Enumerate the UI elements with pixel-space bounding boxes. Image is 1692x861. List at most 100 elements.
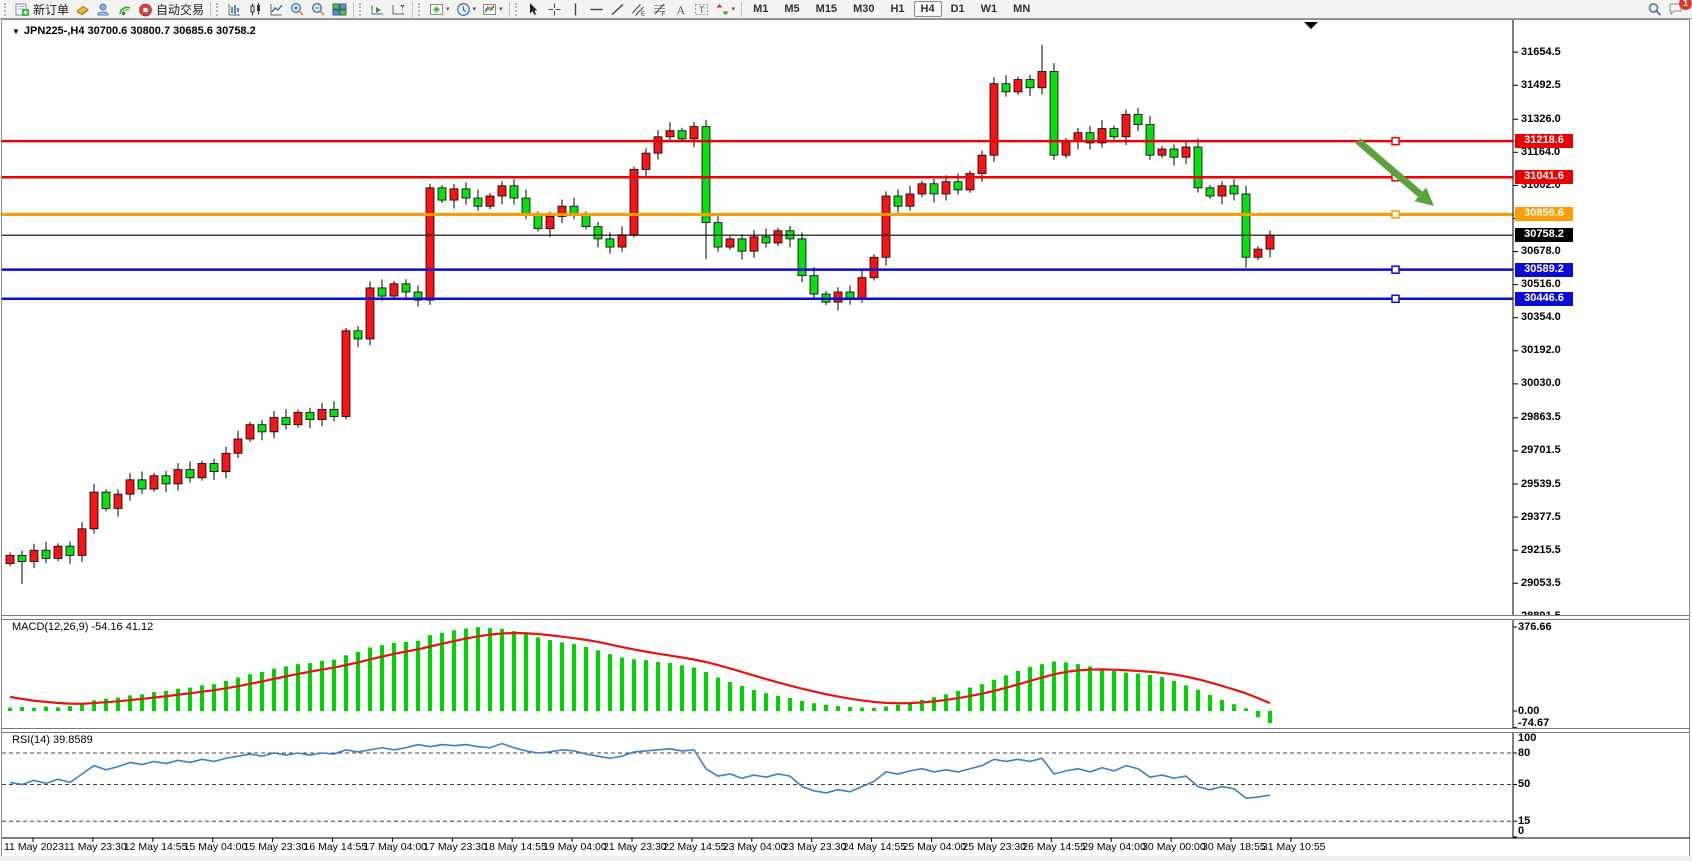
- fibonacci-icon: F: [652, 2, 667, 17]
- candle-bull: [545, 216, 555, 230]
- candles-icon: [248, 2, 263, 17]
- candle-bear: [17, 554, 27, 562]
- macd-bar: [944, 694, 948, 711]
- svg-text:A: A: [676, 3, 685, 17]
- macd-bar: [1268, 711, 1272, 724]
- time-axis-label: 21 May 23:30: [603, 841, 667, 853]
- new-order-button[interactable]: 新订单: [12, 0, 72, 19]
- community-icon: [96, 2, 111, 17]
- trendline-button[interactable]: [607, 0, 628, 19]
- chart-shift-button[interactable]: [388, 0, 409, 19]
- candle-bear: [1145, 124, 1155, 156]
- pane-separator-macd[interactable]: [2, 615, 1689, 620]
- zoom-in-button[interactable]: [287, 0, 308, 19]
- tile-windows-button[interactable]: [329, 0, 350, 19]
- timeframe-m15[interactable]: M15: [815, 3, 838, 15]
- fibonacci-button[interactable]: F: [649, 0, 670, 19]
- styler-button[interactable]: [72, 0, 93, 19]
- status-strip: [0, 856, 1692, 861]
- horizontal-line-button[interactable]: [586, 0, 607, 19]
- macd-bar: [1112, 670, 1116, 711]
- toolbar-grip: [4, 2, 10, 16]
- timeframe-h1[interactable]: H1: [890, 3, 905, 15]
- timeframe-w1[interactable]: W1: [980, 3, 998, 15]
- autotrade-button[interactable]: 自动交易: [135, 0, 207, 19]
- arrows-button[interactable]: ▾: [712, 0, 739, 19]
- timeframe-m30[interactable]: M30: [853, 3, 875, 15]
- timeframe-h4[interactable]: H4: [913, 1, 942, 17]
- macd-bar: [272, 668, 276, 711]
- candle-bull: [197, 463, 207, 479]
- candle-bear: [401, 283, 411, 293]
- chevron-down-icon[interactable]: ▾: [731, 6, 736, 13]
- time-axis-label: 25 May 23:30: [962, 841, 1027, 853]
- pane-separator-rsi[interactable]: [2, 728, 1689, 733]
- line-handle[interactable]: [1391, 136, 1400, 146]
- candle-bull: [497, 185, 507, 197]
- macd-bar: [968, 687, 972, 711]
- price-axis-label: 30678.0: [1521, 245, 1561, 258]
- text-label-button[interactable]: T: [691, 0, 712, 19]
- community-button[interactable]: [93, 0, 114, 19]
- trend-arrow-shaft[interactable]: [1355, 138, 1423, 197]
- price-axis-label: 31164.0: [1521, 145, 1561, 158]
- indicators-button[interactable]: ▾: [426, 0, 453, 19]
- line-handle[interactable]: [1391, 265, 1400, 274]
- candles-button[interactable]: [245, 0, 266, 19]
- macd-bar: [1040, 664, 1044, 711]
- candle-bear: [701, 126, 711, 223]
- candle-bull: [941, 181, 951, 195]
- auto-scroll-button[interactable]: [367, 0, 388, 19]
- candle-bear: [161, 475, 171, 485]
- macd-bar: [608, 654, 612, 711]
- line-handle[interactable]: [1391, 210, 1400, 219]
- vertical-line-button[interactable]: [565, 0, 586, 19]
- signals-button[interactable]: [114, 0, 135, 19]
- candle-bear: [953, 181, 963, 191]
- candle-bull: [245, 424, 255, 440]
- candle-bull: [917, 183, 927, 195]
- crosshair-button[interactable]: [544, 0, 565, 19]
- macd-bar: [224, 680, 228, 711]
- candle-bear: [737, 238, 747, 252]
- periods-button[interactable]: ▾: [453, 0, 480, 19]
- candle-bull: [1157, 148, 1167, 156]
- svg-text:T: T: [699, 5, 705, 15]
- timeframe-d1[interactable]: D1: [950, 3, 965, 15]
- autotrade-icon: [138, 2, 153, 17]
- line-chart-icon: [269, 2, 284, 17]
- timeframe-mn[interactable]: MN: [1013, 3, 1031, 15]
- candle-bull: [1013, 79, 1023, 93]
- search-icon[interactable]: [1647, 2, 1662, 17]
- timeframe-m1[interactable]: M1: [753, 3, 769, 15]
- macd-bar: [728, 682, 732, 711]
- time-axis-label: 24 May 14:55: [842, 841, 907, 853]
- macd-bar: [536, 637, 540, 711]
- trend-arrow-head[interactable]: [1414, 187, 1434, 206]
- svg-text:F: F: [661, 12, 665, 17]
- macd-bar: [344, 655, 348, 711]
- notifications[interactable]: 1: [1668, 0, 1692, 17]
- chart-window-frame: [1, 19, 1690, 857]
- zoom-out-button[interactable]: [308, 0, 329, 19]
- chevron-down-icon[interactable]: ▾: [446, 6, 450, 13]
- chevron-down-icon[interactable]: ▾: [472, 6, 477, 13]
- toolbar-separator: [508, 1, 510, 17]
- templates-button[interactable]: ▾: [479, 0, 506, 19]
- candle-bull: [389, 283, 399, 297]
- chevron-down-icon[interactable]: ▾: [499, 6, 503, 13]
- price-tag: 30758.2: [1515, 228, 1573, 243]
- channel-button[interactable]: E: [628, 0, 649, 19]
- line-handle[interactable]: [1391, 294, 1400, 304]
- candle-bull: [1253, 248, 1263, 258]
- macd-bar: [1124, 672, 1128, 711]
- timeframe-m5[interactable]: M5: [784, 3, 800, 15]
- chart-dropdown-icon[interactable]: ▼: [12, 27, 20, 36]
- candle-bear: [533, 213, 543, 230]
- chart-shift-marker[interactable]: [1304, 22, 1318, 29]
- text-button[interactable]: A: [670, 0, 691, 19]
- line-chart-button[interactable]: [266, 0, 287, 19]
- bar-chart-button[interactable]: [224, 0, 245, 19]
- cursor-button[interactable]: [523, 0, 544, 19]
